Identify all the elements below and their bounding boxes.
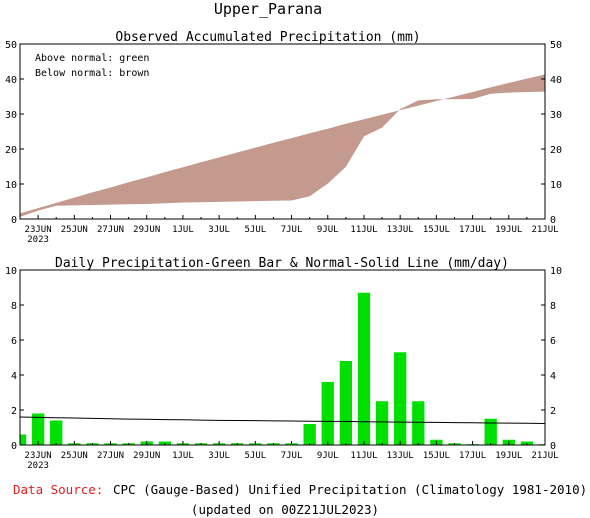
bottom-xtick-label: 1JUL	[172, 451, 194, 461]
daily-precip-bar	[303, 424, 316, 445]
normal-daily-line	[19, 416, 546, 424]
top-ytick-label-left: 0	[11, 215, 17, 226]
below-normal-area	[20, 74, 545, 217]
source-text: CPC (Gauge-Based) Unified Precipitation …	[113, 482, 587, 497]
top-ytick-label-left: 10	[5, 180, 17, 191]
bottom-xtick-label: 3JUL	[208, 451, 230, 461]
top-xtick-label: 15JUL	[423, 225, 450, 235]
top-xtick-label: 9JUL	[317, 225, 339, 235]
bottom-xtick-label: 17JUL	[459, 451, 486, 461]
top-xtick-label: 23JUN	[25, 225, 52, 235]
bottom-ytick-label-right: 4	[550, 371, 556, 382]
daily-precip-bar	[339, 361, 353, 445]
bottom-xtick-label: 29JUN	[133, 451, 160, 461]
bottom-ytick-label-right: 10	[550, 266, 562, 277]
daily-precip-bar	[321, 382, 334, 445]
top-ytick-label-left: 20	[5, 145, 17, 156]
bottom-xtick-label: 11JUL	[350, 451, 377, 461]
bottom-ytick-label-left: 4	[11, 371, 17, 382]
legend-above-normal: Above normal: green	[35, 53, 149, 64]
bottom-xtick-label: 9JUL	[317, 451, 339, 461]
daily-precip-bar	[412, 401, 425, 445]
daily-precip-bar	[31, 413, 45, 445]
legend-below-normal: Below normal: brown	[35, 68, 149, 79]
bottom-chart-title: Daily Precipitation-Green Bar & Normal-S…	[55, 256, 509, 271]
source-label: Data Source:	[13, 482, 103, 497]
bottom-xtick-label: 5JUL	[245, 451, 267, 461]
top-xtick-label: 3JUL	[208, 225, 230, 235]
bottom-ytick-label-right: 2	[550, 406, 556, 417]
daily-precip-bar	[20, 434, 27, 445]
top-xtick-label: 1JUL	[172, 225, 194, 235]
bottom-ytick-label-left: 6	[11, 336, 17, 347]
bottom-ytick-label-left: 10	[5, 266, 17, 277]
top-ytick-label-right: 10	[550, 180, 562, 191]
top-chart-title: Observed Accumulated Precipitation (mm)	[115, 30, 420, 45]
daily-precip-bar	[357, 292, 371, 445]
top-ytick-label-right: 0	[550, 215, 556, 226]
top-xtick-label: 25JUN	[61, 225, 88, 235]
bottom-plot-frame	[19, 269, 546, 446]
bottom-ytick-label-right: 0	[550, 441, 556, 452]
top-ytick-label-left: 40	[5, 75, 17, 86]
top-xtick-label: 27JUN	[97, 225, 124, 235]
bottom-ytick-label-left: 2	[11, 406, 17, 417]
daily-precip-bar	[50, 420, 63, 445]
top-ytick-label-right: 30	[550, 110, 562, 121]
bottom-year-label: 2023	[27, 461, 49, 471]
bottom-ytick-label-right: 8	[550, 301, 556, 312]
top-year-label: 2023	[27, 235, 49, 245]
bottom-xtick-label: 21JUL	[531, 451, 558, 461]
top-plot-frame	[19, 43, 546, 220]
daily-precip-bar	[394, 352, 407, 445]
page-title: Upper_Parana	[214, 0, 322, 18]
bottom-xtick-label: 15JUL	[423, 451, 450, 461]
top-ytick-label-right: 50	[550, 40, 562, 51]
bottom-xtick-label: 25JUN	[61, 451, 88, 461]
bottom-xtick-label: 7JUL	[281, 451, 303, 461]
top-xtick-label: 29JUN	[133, 225, 160, 235]
bottom-xtick-label: 13JUL	[387, 451, 414, 461]
top-xtick-label: 11JUL	[350, 225, 377, 235]
top-xtick-label: 7JUL	[281, 225, 303, 235]
bottom-ytick-label-left: 8	[11, 301, 17, 312]
bottom-xtick-label: 19JUL	[495, 451, 522, 461]
top-ytick-label-right: 20	[550, 145, 562, 156]
bottom-xtick-label: 23JUN	[25, 451, 52, 461]
top-ytick-label-right: 40	[550, 75, 562, 86]
top-xtick-label: 13JUL	[387, 225, 414, 235]
top-xtick-label: 21JUL	[531, 225, 558, 235]
daily-precip-bar	[375, 401, 389, 445]
top-xtick-label: 17JUL	[459, 225, 486, 235]
bottom-ytick-label-right: 6	[550, 336, 556, 347]
daily-precip-bar	[484, 418, 497, 445]
bottom-ytick-label-left: 0	[11, 441, 17, 452]
top-ytick-label-left: 50	[5, 40, 17, 51]
updated-text: (updated on 00Z21JUL2023)	[191, 502, 379, 517]
bottom-xtick-label: 27JUN	[97, 451, 124, 461]
top-ytick-label-left: 30	[5, 110, 17, 121]
top-xtick-label: 19JUL	[495, 225, 522, 235]
top-xtick-label: 5JUL	[245, 225, 267, 235]
